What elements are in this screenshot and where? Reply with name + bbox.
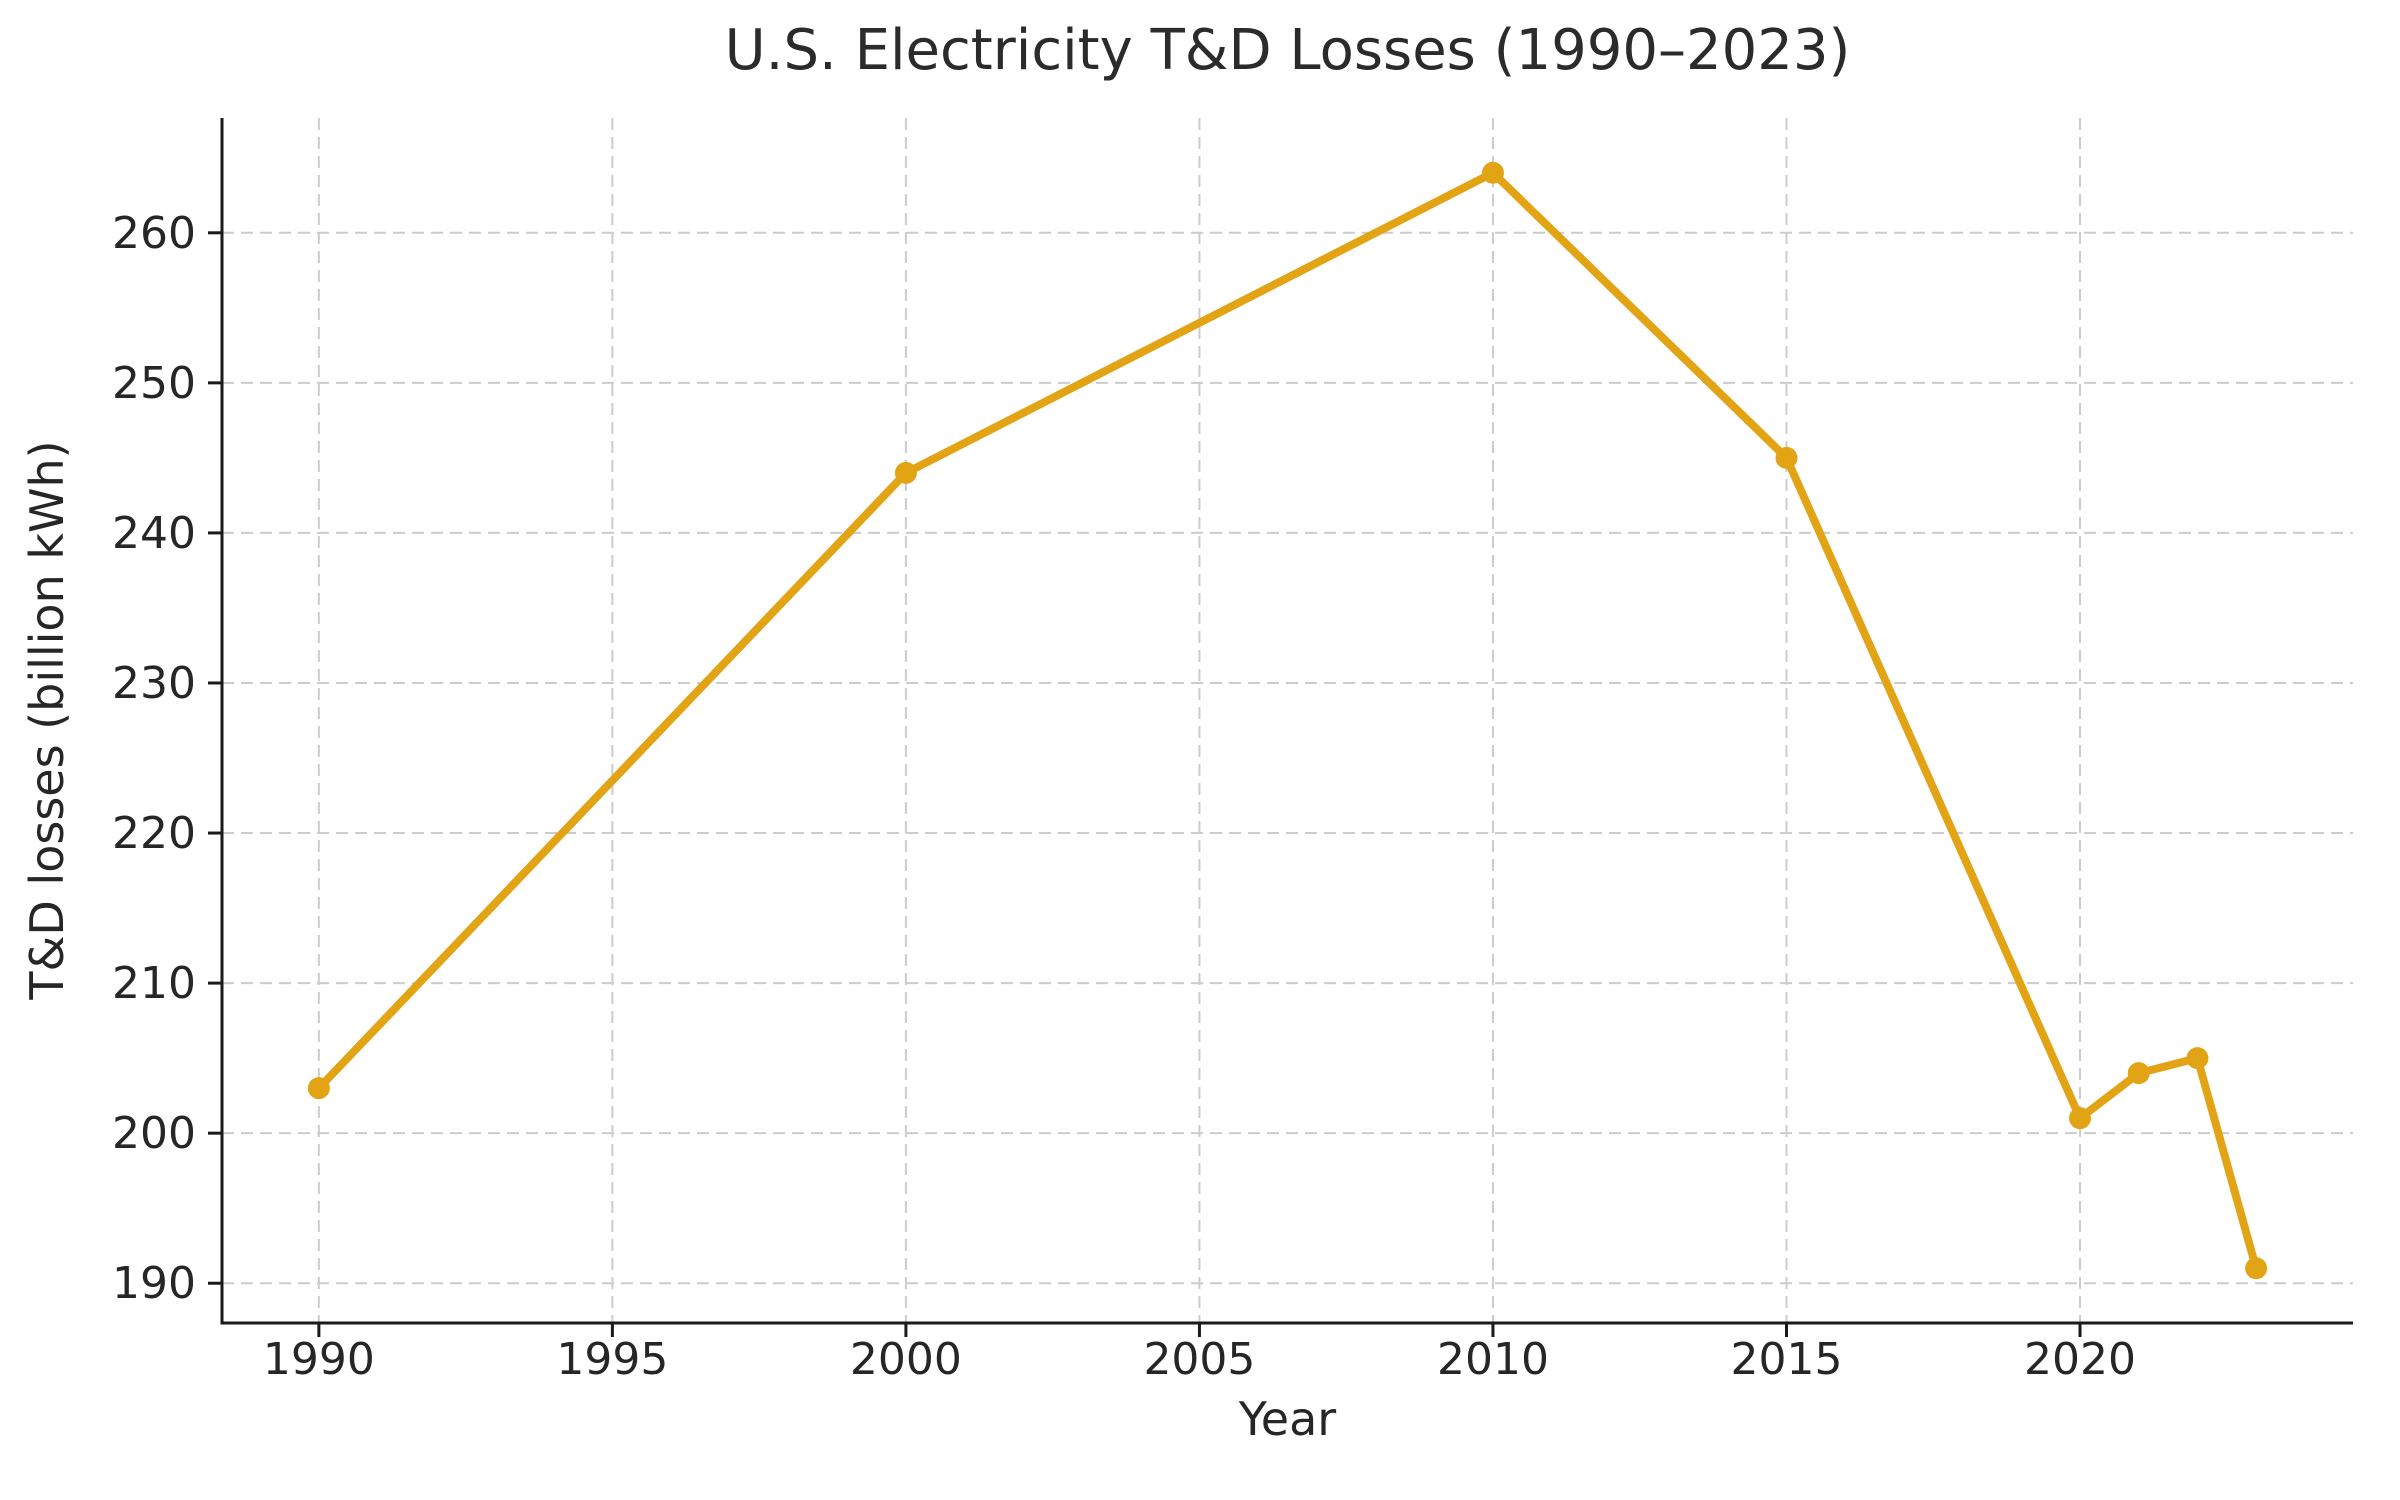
x-tick-label-1995: 1995 <box>556 1334 668 1385</box>
x-tick-label-2015: 2015 <box>1731 1334 1843 1385</box>
data-point-marker-2020 <box>2069 1107 2092 1130</box>
y-axis-label: T&D losses (billion kWh) <box>20 440 74 1000</box>
data-point-marker-2015 <box>1775 446 1798 469</box>
y-tick-label-250: 250 <box>112 358 196 409</box>
chart-title: U.S. Electricity T&D Losses (1990–2023) <box>724 18 1851 83</box>
data-line <box>314 168 2261 1273</box>
y-tick-label-240: 240 <box>112 508 196 559</box>
y-tick-label-230: 230 <box>112 658 196 709</box>
x-tick-label-2010: 2010 <box>1437 1334 1549 1385</box>
data-point-marker-2000 <box>894 461 917 484</box>
x-tick-label-2020: 2020 <box>2024 1334 2136 1385</box>
data-point-marker-2022 <box>2186 1047 2209 1070</box>
data-point-marker-2010 <box>1481 161 1504 184</box>
x-tick-label-1990: 1990 <box>263 1334 375 1385</box>
data-point-marker-2021 <box>2127 1062 2150 1085</box>
y-tick-label-190: 190 <box>112 1258 196 1309</box>
x-tick-label-2005: 2005 <box>1143 1334 1255 1385</box>
y-tick-label-260: 260 <box>112 208 196 259</box>
x-axis-label: Year <box>1238 1392 1337 1446</box>
y-tick-label-210: 210 <box>112 958 196 1009</box>
data-point-marker-2023 <box>2245 1257 2268 1280</box>
y-tick-label-200: 200 <box>112 1108 196 1159</box>
y-tick-label-220: 220 <box>112 808 196 859</box>
data-point-marker-1990 <box>307 1077 330 1100</box>
x-tick-label-2000: 2000 <box>850 1334 962 1385</box>
